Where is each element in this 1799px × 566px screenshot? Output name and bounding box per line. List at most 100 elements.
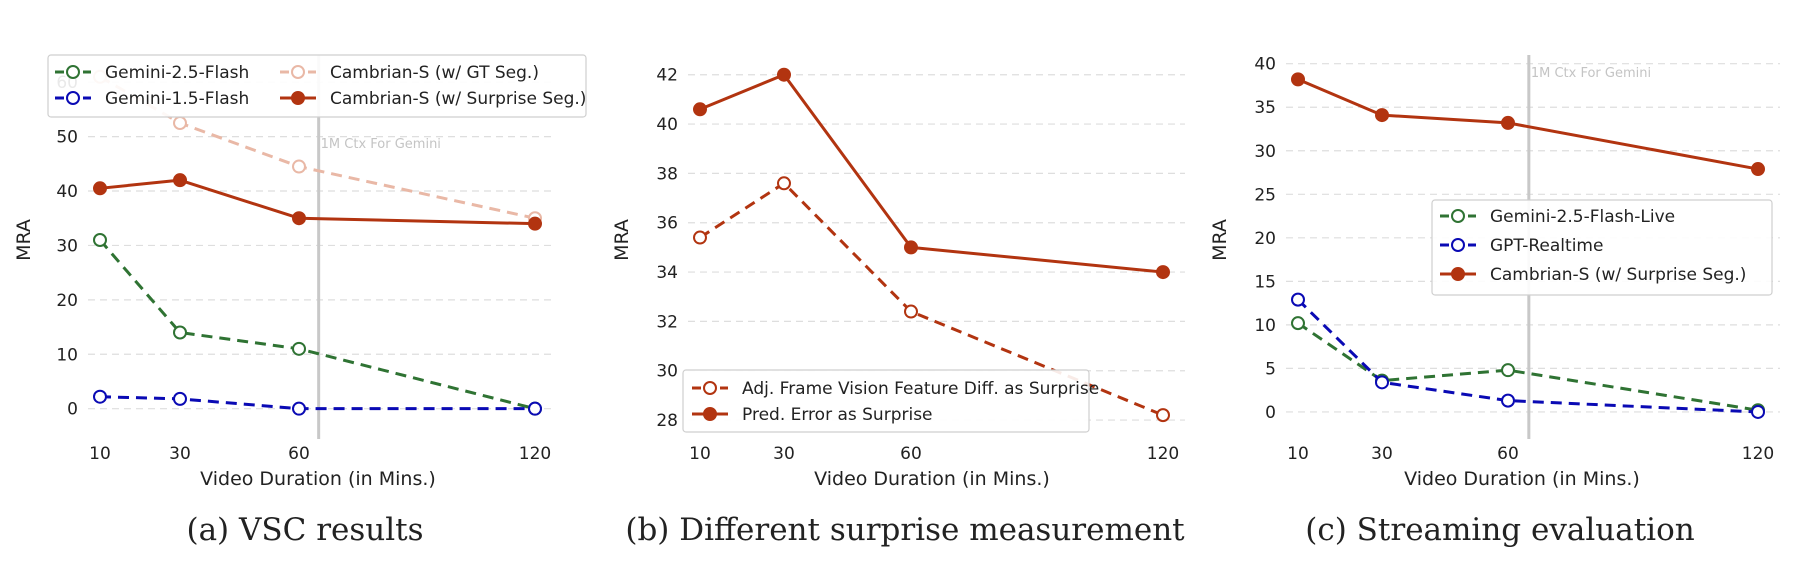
y-axis-label: MRA	[13, 219, 35, 261]
x-tick-label: 30	[773, 444, 795, 464]
y-tick-label: 42	[656, 66, 678, 86]
panel-caption: (a) VSC results	[186, 512, 423, 548]
y-tick-label: 10	[56, 345, 78, 365]
legend-entry-label: Gemini-2.5-Flash	[105, 63, 249, 83]
data-point	[93, 233, 107, 247]
data-point	[292, 341, 306, 356]
data-point	[777, 176, 791, 191]
legend-entry-label: Cambrian-S (w/ GT Seg.)	[330, 63, 539, 83]
x-tick-label: 60	[900, 444, 922, 464]
panel-surprise-measurement: 28 30 32 34 36 38 40 42 10 30 60 120 Video Duration …	[611, 66, 1185, 548]
y-tick-label: 20	[1254, 229, 1276, 249]
x-tick-label: 60	[288, 444, 310, 464]
data-point	[173, 173, 187, 188]
y-tick-label: 30	[56, 236, 78, 256]
data-point	[1751, 404, 1765, 419]
y-tick-label: 10	[1254, 316, 1276, 336]
y-tick-label: 5	[1265, 359, 1276, 379]
data-point	[93, 389, 107, 404]
data-point	[528, 216, 542, 231]
legend-swatch-marker	[1451, 238, 1465, 252]
y-tick-label: 0	[67, 400, 78, 420]
data-point	[93, 181, 107, 196]
legend-entry-label: Cambrian-S (w/ Surprise Seg.)	[1490, 265, 1746, 285]
series-line	[699, 181, 1164, 417]
data-point	[292, 401, 306, 416]
series-line	[699, 73, 1164, 274]
legend-entry-label: Pred. Error as Surprise	[742, 405, 933, 425]
x-tick-label: 60	[1497, 444, 1519, 464]
data-point	[1156, 408, 1170, 423]
y-tick-label: 35	[1254, 98, 1276, 118]
data-point	[904, 304, 918, 319]
panel-caption: (b) Different surprise measurement	[625, 512, 1185, 548]
data-point	[1291, 316, 1305, 331]
panel-vsc-results: 0102030405060103060120Video Duration (in…	[13, 54, 587, 548]
x-tick-label: 10	[89, 444, 111, 464]
x-tick-label: 10	[689, 444, 711, 464]
y-axis-label: MRA	[1209, 219, 1231, 261]
x-tick-label: 30	[169, 444, 191, 464]
series-line	[99, 178, 536, 226]
legend-swatch-marker	[703, 407, 717, 421]
y-tick-label: 15	[1254, 272, 1276, 292]
y-tick-label: 32	[656, 312, 678, 332]
legend-swatch-marker	[291, 91, 305, 105]
y-tick-label: 40	[1254, 55, 1276, 75]
legend-entry-label: Adj. Frame Vision Feature Diff. as Surpr…	[742, 379, 1099, 399]
legend-swatch-marker	[1451, 209, 1465, 223]
data-point	[904, 240, 918, 255]
legend-entry-label: GPT-Realtime	[1490, 236, 1603, 256]
legend-box	[47, 54, 587, 118]
y-tick-label: 40	[656, 115, 678, 135]
y-tick-label: 0	[1265, 403, 1276, 423]
y-tick-label: 28	[656, 411, 678, 431]
data-point	[1291, 72, 1305, 87]
data-point	[1501, 393, 1515, 408]
data-point	[1751, 162, 1765, 177]
data-point	[292, 159, 306, 174]
panel-caption: (c) Streaming evaluation	[1305, 512, 1694, 548]
panel-streaming-evaluation: 0 5 10 15 20 25 30 35 40 10 30 60 120 Video Duration …	[1209, 55, 1780, 548]
data-point	[777, 67, 791, 82]
y-tick-label: 50	[56, 128, 78, 148]
y-tick-label: 30	[1254, 142, 1276, 162]
legend-swatch-marker	[703, 381, 717, 395]
data-point	[1156, 265, 1170, 280]
context-limit-label: 1M Ctx For Gemini	[321, 137, 441, 152]
x-tick-label: 30	[1371, 444, 1393, 464]
x-axis-label: Video Duration (in Mins.)	[1404, 468, 1640, 490]
data-point	[173, 116, 187, 131]
context-limit-label: 1M Ctx For Gemini	[1531, 66, 1651, 81]
y-tick-label: 38	[656, 164, 678, 184]
data-point	[1375, 375, 1389, 390]
legend-entry-label: Gemini-2.5-Flash-Live	[1490, 207, 1675, 227]
x-tick-label: 120	[1147, 444, 1179, 464]
series-line	[1297, 77, 1759, 171]
legend-entry-label: Cambrian-S (w/ Surprise Seg.)	[330, 89, 586, 109]
data-point	[292, 211, 306, 226]
data-point	[528, 401, 542, 416]
data-point	[693, 230, 707, 245]
data-point	[693, 102, 707, 117]
y-tick-label: 34	[656, 263, 678, 283]
data-point	[1501, 363, 1515, 378]
legend-swatch-marker	[1451, 267, 1465, 281]
y-tick-label: 36	[656, 214, 678, 234]
y-tick-label: 20	[56, 291, 78, 311]
data-point	[1501, 115, 1515, 130]
y-tick-label: 30	[656, 362, 678, 382]
legend-swatch-marker	[291, 65, 305, 79]
y-tick-label: 40	[56, 182, 78, 202]
legend-swatch-marker	[66, 91, 80, 105]
legend-box	[682, 369, 1090, 433]
series-line	[99, 395, 535, 411]
y-axis-label: MRA	[611, 219, 633, 261]
legend-entry-label: Gemini-1.5-Flash	[105, 89, 249, 109]
x-tick-label: 10	[1287, 444, 1309, 464]
x-axis-label: Video Duration (in Mins.)	[814, 468, 1050, 490]
data-point	[1291, 292, 1305, 307]
data-point	[173, 325, 187, 340]
x-tick-label: 120	[519, 444, 551, 464]
